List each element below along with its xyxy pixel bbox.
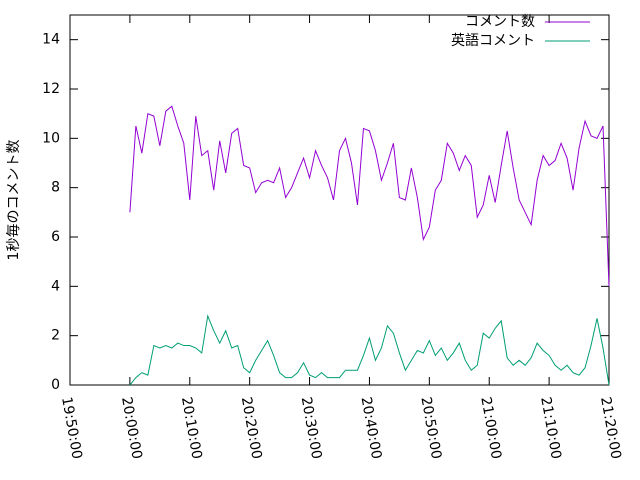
y-tick-label: 6: [51, 229, 60, 245]
plot-border: [69, 14, 610, 386]
legend-label: 英語コメント: [451, 32, 535, 49]
x-tick-label: 20:40:00: [358, 396, 385, 461]
x-tick-label: 20:30:00: [298, 396, 325, 461]
y-tick-label: 4: [51, 278, 60, 294]
y-tick-label: 2: [51, 328, 60, 344]
series-line: [129, 314, 610, 386]
x-tick-label: 21:10:00: [537, 396, 564, 461]
series-line: [129, 105, 610, 287]
y-tick-label: 14: [42, 32, 60, 48]
y-tick-label: 0: [51, 377, 60, 393]
x-tick-label: 20:10:00: [178, 396, 205, 461]
legend-label: コメント数: [465, 14, 535, 30]
x-tick-label: 20:50:00: [417, 396, 444, 461]
x-tick-label: 19:50:00: [58, 396, 85, 461]
x-tick-label: 20:00:00: [118, 396, 145, 461]
x-tick-label: 21:00:00: [477, 396, 504, 461]
y-axis-label: 1秒毎のコメント数: [6, 140, 22, 261]
y-tick-label: 8: [51, 180, 60, 196]
x-tick-label: 20:20:00: [238, 396, 265, 461]
y-tick-label: 12: [42, 81, 60, 97]
x-tick-label: 21:20:00: [597, 396, 624, 461]
y-tick-label: 10: [42, 130, 60, 146]
